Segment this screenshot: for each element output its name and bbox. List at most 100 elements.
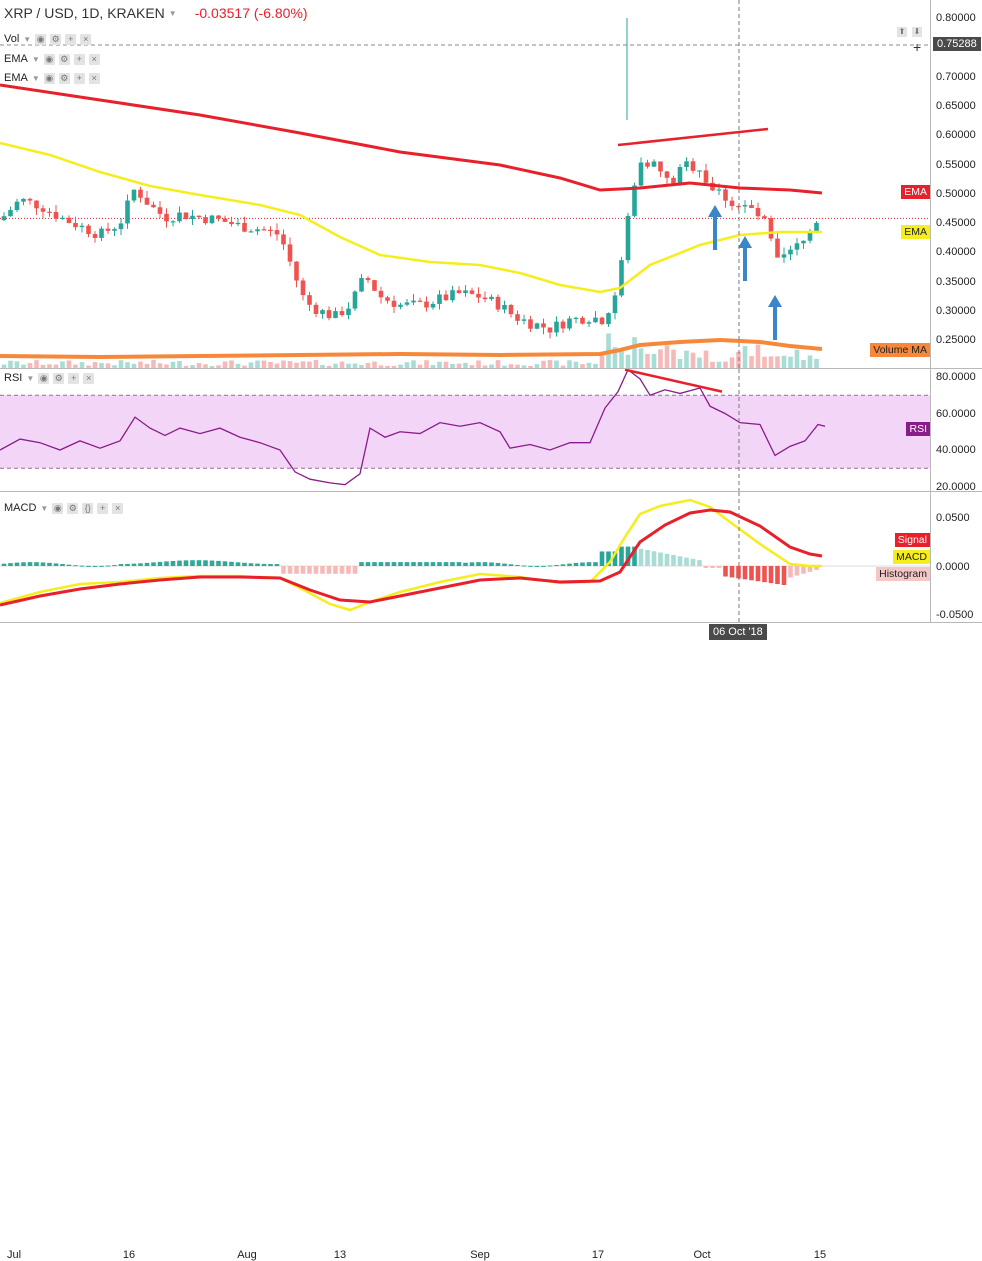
candle-body (489, 296, 494, 300)
volume-bar (632, 337, 637, 368)
plus-icon[interactable]: + (68, 372, 80, 384)
histogram-bar (307, 566, 312, 574)
histogram-bar (703, 566, 709, 568)
candle-body (294, 261, 299, 281)
chevron-down-icon[interactable]: ▼ (31, 73, 40, 83)
plus-icon[interactable]: + (65, 33, 77, 45)
macd-pane[interactable] (0, 492, 930, 622)
volume-bar (248, 362, 254, 368)
chevron-down-icon[interactable]: ▼ (31, 54, 40, 64)
chevron-down-icon[interactable]: ▼ (26, 373, 35, 383)
candle-body (502, 304, 507, 310)
close-icon[interactable]: × (112, 502, 124, 514)
histogram-bar (203, 560, 208, 566)
histogram-bar (456, 562, 462, 566)
symbol-text[interactable]: XRP / USD, 1D, KRAKEN (4, 5, 165, 21)
close-icon[interactable]: × (88, 53, 100, 65)
eye-icon[interactable]: ◉ (38, 372, 50, 384)
candle-body (495, 296, 501, 310)
histogram-bar (560, 564, 566, 566)
macd-axis[interactable]: 0.0500 0.0000 -0.0500 (930, 492, 982, 622)
candle-body (482, 297, 488, 300)
volume-bar (294, 362, 299, 368)
price-chart[interactable] (0, 0, 930, 368)
close-icon[interactable]: × (80, 33, 92, 45)
eye-icon[interactable]: ◉ (35, 33, 47, 45)
scroll-up-icon[interactable]: ⬆ (897, 27, 907, 37)
candle-body (716, 189, 722, 191)
histogram-bar (476, 562, 481, 566)
candle-body (749, 205, 754, 208)
plus-icon[interactable]: + (73, 72, 85, 84)
arrow-up-icon (768, 295, 782, 307)
scroll-down-icon[interactable]: ⬇ (912, 27, 922, 37)
candle-body (209, 215, 215, 224)
candle-body (690, 161, 696, 171)
histogram-bar (196, 560, 202, 566)
gear-icon[interactable]: ⚙ (53, 372, 65, 384)
gear-icon[interactable]: ⚙ (58, 72, 70, 84)
study-macd[interactable]: MACD ▼ ◉ ⚙{} + × (4, 502, 124, 514)
volume-bar (567, 360, 572, 368)
price-tick-label: 0.25000 (936, 334, 976, 347)
histogram-bar (450, 562, 455, 566)
ema-short-line (0, 141, 822, 294)
time-axis[interactable]: Jul 16 Aug 13 Sep 17 Oct 15 06 Oct '18 (0, 623, 982, 1261)
candle-body (14, 201, 20, 211)
rsi-axis[interactable]: 80.0000 60.0000 40.0000 20.0000 (930, 369, 982, 491)
histogram-bar (417, 562, 423, 566)
gear-icon[interactable]: ⚙ (67, 502, 79, 514)
histogram-bar (34, 562, 39, 566)
plus-icon[interactable]: + (73, 53, 85, 65)
eye-icon[interactable]: ◉ (52, 502, 64, 514)
candle-body (547, 327, 553, 333)
chevron-down-icon[interactable]: ▼ (40, 503, 49, 513)
volume-bar (801, 359, 806, 368)
candle-body (729, 200, 735, 207)
candle-body (807, 232, 813, 241)
eye-icon[interactable]: ◉ (43, 72, 55, 84)
candle-body (359, 278, 364, 292)
rsi-line (0, 369, 826, 486)
study-rsi[interactable]: RSI ▼ ◉ ⚙ + × (4, 372, 95, 384)
volume-bar (378, 365, 384, 368)
study-ema-2[interactable]: EMA ▼ ◉ ⚙ + × (4, 72, 100, 84)
volume-bar (690, 352, 696, 368)
price-axis[interactable]: 0.800000.750000.700000.650000.600000.550… (930, 0, 982, 368)
gear-icon[interactable]: ⚙ (58, 53, 70, 65)
candle-body (404, 302, 410, 305)
candle-body (593, 317, 598, 323)
plus-icon[interactable]: + (97, 502, 109, 514)
candle-body (762, 216, 767, 219)
candle-body (60, 217, 65, 219)
histogram-bar (209, 560, 215, 566)
histogram-bar (781, 566, 787, 586)
histogram-bar (443, 562, 449, 566)
histogram-bar (742, 566, 748, 580)
study-vol[interactable]: Vol ▼ ◉ ⚙ + × (4, 33, 92, 45)
volume-bar (677, 358, 683, 368)
rsi-chart[interactable] (0, 369, 930, 491)
close-icon[interactable]: × (88, 72, 100, 84)
histogram-bar (79, 565, 85, 567)
candle-body (606, 313, 611, 325)
volume-bar (664, 345, 670, 368)
study-ema-label: EMA (4, 53, 28, 65)
candle-body (742, 205, 748, 207)
gear-icon[interactable]: ⚙ (50, 33, 62, 45)
eye-icon[interactable]: ◉ (43, 53, 55, 65)
study-ema-1[interactable]: EMA ▼ ◉ ⚙ + × (4, 53, 100, 65)
close-icon[interactable]: × (83, 372, 95, 384)
volume-bar (489, 364, 494, 368)
candle-body (521, 319, 527, 321)
candle-body (365, 278, 371, 281)
volume-bar (47, 364, 52, 368)
price-pane[interactable] (0, 0, 930, 368)
braces-icon[interactable]: {} (82, 502, 94, 514)
chevron-down-icon[interactable]: ▼ (168, 8, 177, 18)
rsi-pane[interactable] (0, 369, 930, 491)
macd-chart[interactable] (0, 492, 930, 622)
volume-bar (391, 365, 397, 368)
volume-bar (508, 364, 514, 368)
chevron-down-icon[interactable]: ▼ (23, 34, 32, 44)
